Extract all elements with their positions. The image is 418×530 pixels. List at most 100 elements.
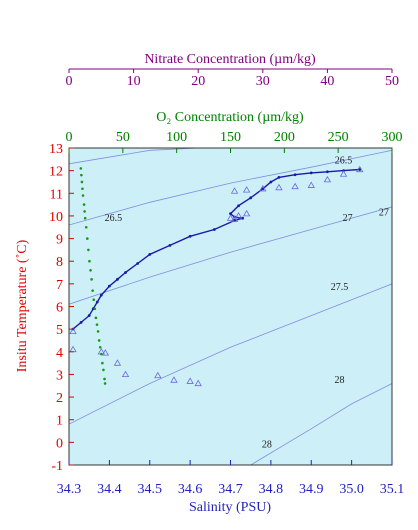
salinity-tick-label: 35.0: [339, 482, 364, 497]
nitrate-point: [186, 377, 194, 384]
isopycnal-label: 27.5: [331, 282, 349, 293]
isopycnal-line: [69, 206, 392, 305]
nitrate-tick-label: 30: [256, 74, 270, 89]
o2-point: [98, 345, 102, 349]
isopycnal-label: 28: [262, 439, 272, 450]
plot-background: [69, 148, 392, 465]
o2-tick-label: 300: [382, 130, 403, 145]
salinity-tick-label: 34.7: [218, 482, 243, 497]
nitrate-point: [170, 376, 178, 383]
o2-point: [93, 307, 97, 311]
o2-point: [92, 298, 96, 302]
o2-point: [84, 225, 88, 229]
temperature-tick-label: 9: [56, 233, 63, 248]
nitrate-point: [234, 212, 243, 219]
nitrate-point: [113, 359, 122, 366]
salinity-point: [95, 300, 99, 304]
salinity-point: [309, 171, 313, 175]
nitrate-tick-label: 50: [385, 74, 399, 89]
salinity-point: [358, 168, 362, 171]
o2-point: [95, 323, 99, 326]
salinity-point: [237, 204, 240, 208]
nitrate-point: [307, 181, 315, 188]
nitrate-point: [339, 170, 348, 177]
o2-point: [94, 316, 98, 320]
nitrate-point: [259, 184, 267, 192]
nitrate-tick-label: 20: [191, 74, 205, 89]
salinity-point: [87, 314, 91, 317]
isopycnal-line: [250, 383, 392, 465]
nitrate-point: [242, 186, 251, 193]
isopycnal-layer: [69, 148, 392, 465]
o2-point: [80, 173, 83, 177]
nitrate-point: [226, 214, 235, 221]
nitrate-point: [323, 175, 332, 183]
salinity-point: [136, 262, 140, 265]
temperature-tick-label: -1: [51, 459, 63, 474]
isopycnal-line: [69, 283, 392, 425]
salinity-point: [241, 216, 245, 220]
salinity-point: [79, 320, 83, 324]
o2-point: [103, 377, 106, 381]
salinity-point: [124, 271, 127, 274]
salinity-axis-title: Salinity (PSU): [189, 500, 271, 515]
isopycnal-label-layer: 26.5 26.5 27 27 27.5 28 28: [105, 155, 389, 450]
o2-point: [90, 278, 93, 281]
salinity-tick-label: 34.6: [178, 482, 203, 497]
salinity-tick-label: 35.1: [380, 482, 405, 497]
temperature-tick-label: 6: [56, 301, 63, 316]
salinity-point: [168, 243, 172, 247]
nitrate-axis-title: Nitrate Concentration (µm/kg): [144, 52, 316, 67]
o2-tick-label: 50: [116, 130, 130, 145]
salinity-point: [116, 277, 119, 281]
isopycnal-label: 26.5: [105, 213, 123, 224]
isopycnal-label: 27: [379, 207, 389, 218]
salinity-point: [229, 212, 232, 216]
temperature-tick-label: 0: [56, 436, 63, 451]
isopycnal-line: [69, 148, 199, 165]
o2-tick-label: 150: [220, 130, 241, 145]
salinity-point: [107, 284, 111, 288]
o2-point: [80, 180, 84, 184]
nitrate-point: [194, 379, 202, 387]
salinity-point: [269, 180, 273, 184]
salinity-point: [188, 234, 192, 238]
salinity-profile-line: [72, 168, 360, 330]
isopycnal-label: 28: [335, 375, 345, 386]
temperature-tick-label: 3: [56, 368, 63, 383]
salinity-tick-label: 34.8: [259, 482, 284, 497]
o2-point: [88, 259, 91, 263]
o2-tick-label: 250: [328, 130, 349, 145]
salinity-point: [293, 173, 297, 177]
nitrate-point: [69, 327, 77, 335]
nitrate-point: [101, 349, 110, 356]
nitrate-point: [356, 165, 364, 173]
o2-point: [87, 248, 90, 252]
salinity-point: [99, 293, 103, 297]
salinity-tick-label: 34.4: [97, 482, 122, 497]
o2-point: [83, 216, 87, 220]
o2-tick-label: 200: [274, 130, 295, 145]
nitrate-tick-label: 40: [320, 74, 334, 89]
temperature-tick-label: 12: [49, 165, 63, 180]
temperature-tick-label: 13: [49, 142, 63, 157]
isopycnal-label: 27: [343, 213, 353, 224]
o2-point: [81, 187, 84, 191]
isopycnal-line: [69, 149, 392, 226]
nitrate-point: [275, 183, 283, 191]
o2-point: [79, 167, 83, 170]
series-layer: [69, 165, 364, 387]
o2-point: [89, 268, 92, 272]
temperature-tick-label: 1: [56, 414, 63, 429]
o2-point: [103, 382, 107, 385]
salinity-point: [326, 170, 329, 174]
o2-point: [86, 237, 89, 240]
nitrate-point: [291, 182, 299, 190]
temperature-tick-label: 2: [56, 391, 63, 406]
o2-point: [81, 194, 85, 197]
nitrate-tick-label: 10: [127, 74, 141, 89]
salinity-point: [277, 176, 281, 179]
nitrate-tick-label: 0: [66, 74, 73, 89]
o2-point: [100, 352, 103, 356]
